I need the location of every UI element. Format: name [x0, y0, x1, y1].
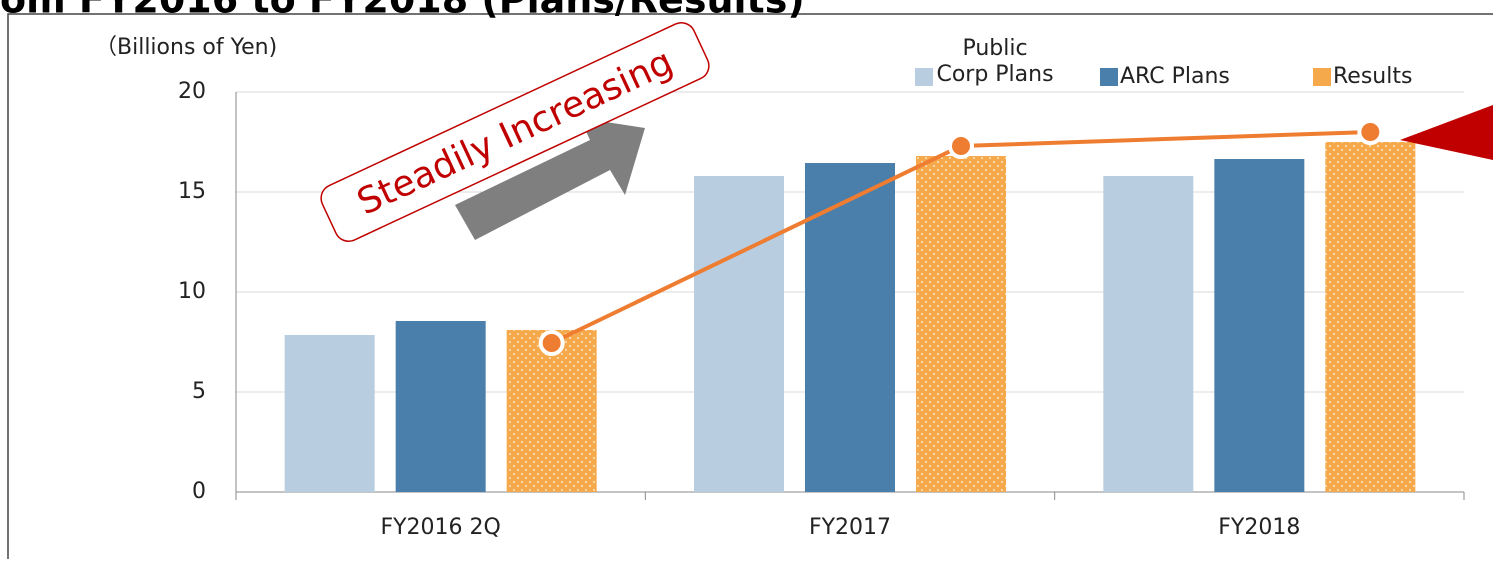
bar [805, 163, 895, 492]
bar-texture [916, 156, 1006, 492]
bar [1103, 176, 1194, 492]
x-tick-label: FY2018 [1218, 515, 1300, 540]
y-tick-label: 15 [178, 179, 206, 204]
trend-marker [538, 330, 565, 356]
y-tick-label: 20 [178, 79, 206, 104]
y-tick-label: 5 [192, 379, 206, 404]
y-axis-label: （Billions of Yen) [95, 35, 277, 60]
trend-marker [1357, 119, 1384, 145]
legend-swatch [915, 68, 933, 86]
legend-label: Public Corp Plans [936, 36, 1054, 87]
legend-label: Results [1333, 64, 1413, 89]
bar-texture [506, 330, 597, 492]
frame [7, 13, 1493, 563]
trend-marker [948, 133, 974, 159]
pointer [1400, 105, 1493, 160]
legend-swatch [1313, 68, 1331, 86]
bar [694, 176, 784, 492]
arrow [455, 118, 645, 240]
x-tick-label: FY2016 2Q [380, 515, 500, 540]
annotation-box [320, 22, 710, 242]
legend-swatch [1100, 68, 1118, 86]
chart-title: om FY2016 to FY2018 (Plans/Results) [0, 0, 805, 22]
bar-texture [1325, 142, 1416, 492]
y-tick-label: 10 [178, 279, 206, 304]
x-tick-label: FY2017 [809, 515, 891, 540]
legend-label: ARC Plans [1120, 64, 1230, 89]
bar [284, 335, 375, 492]
bar [395, 321, 486, 492]
bar [1214, 159, 1305, 492]
y-tick-label: 0 [192, 479, 206, 504]
